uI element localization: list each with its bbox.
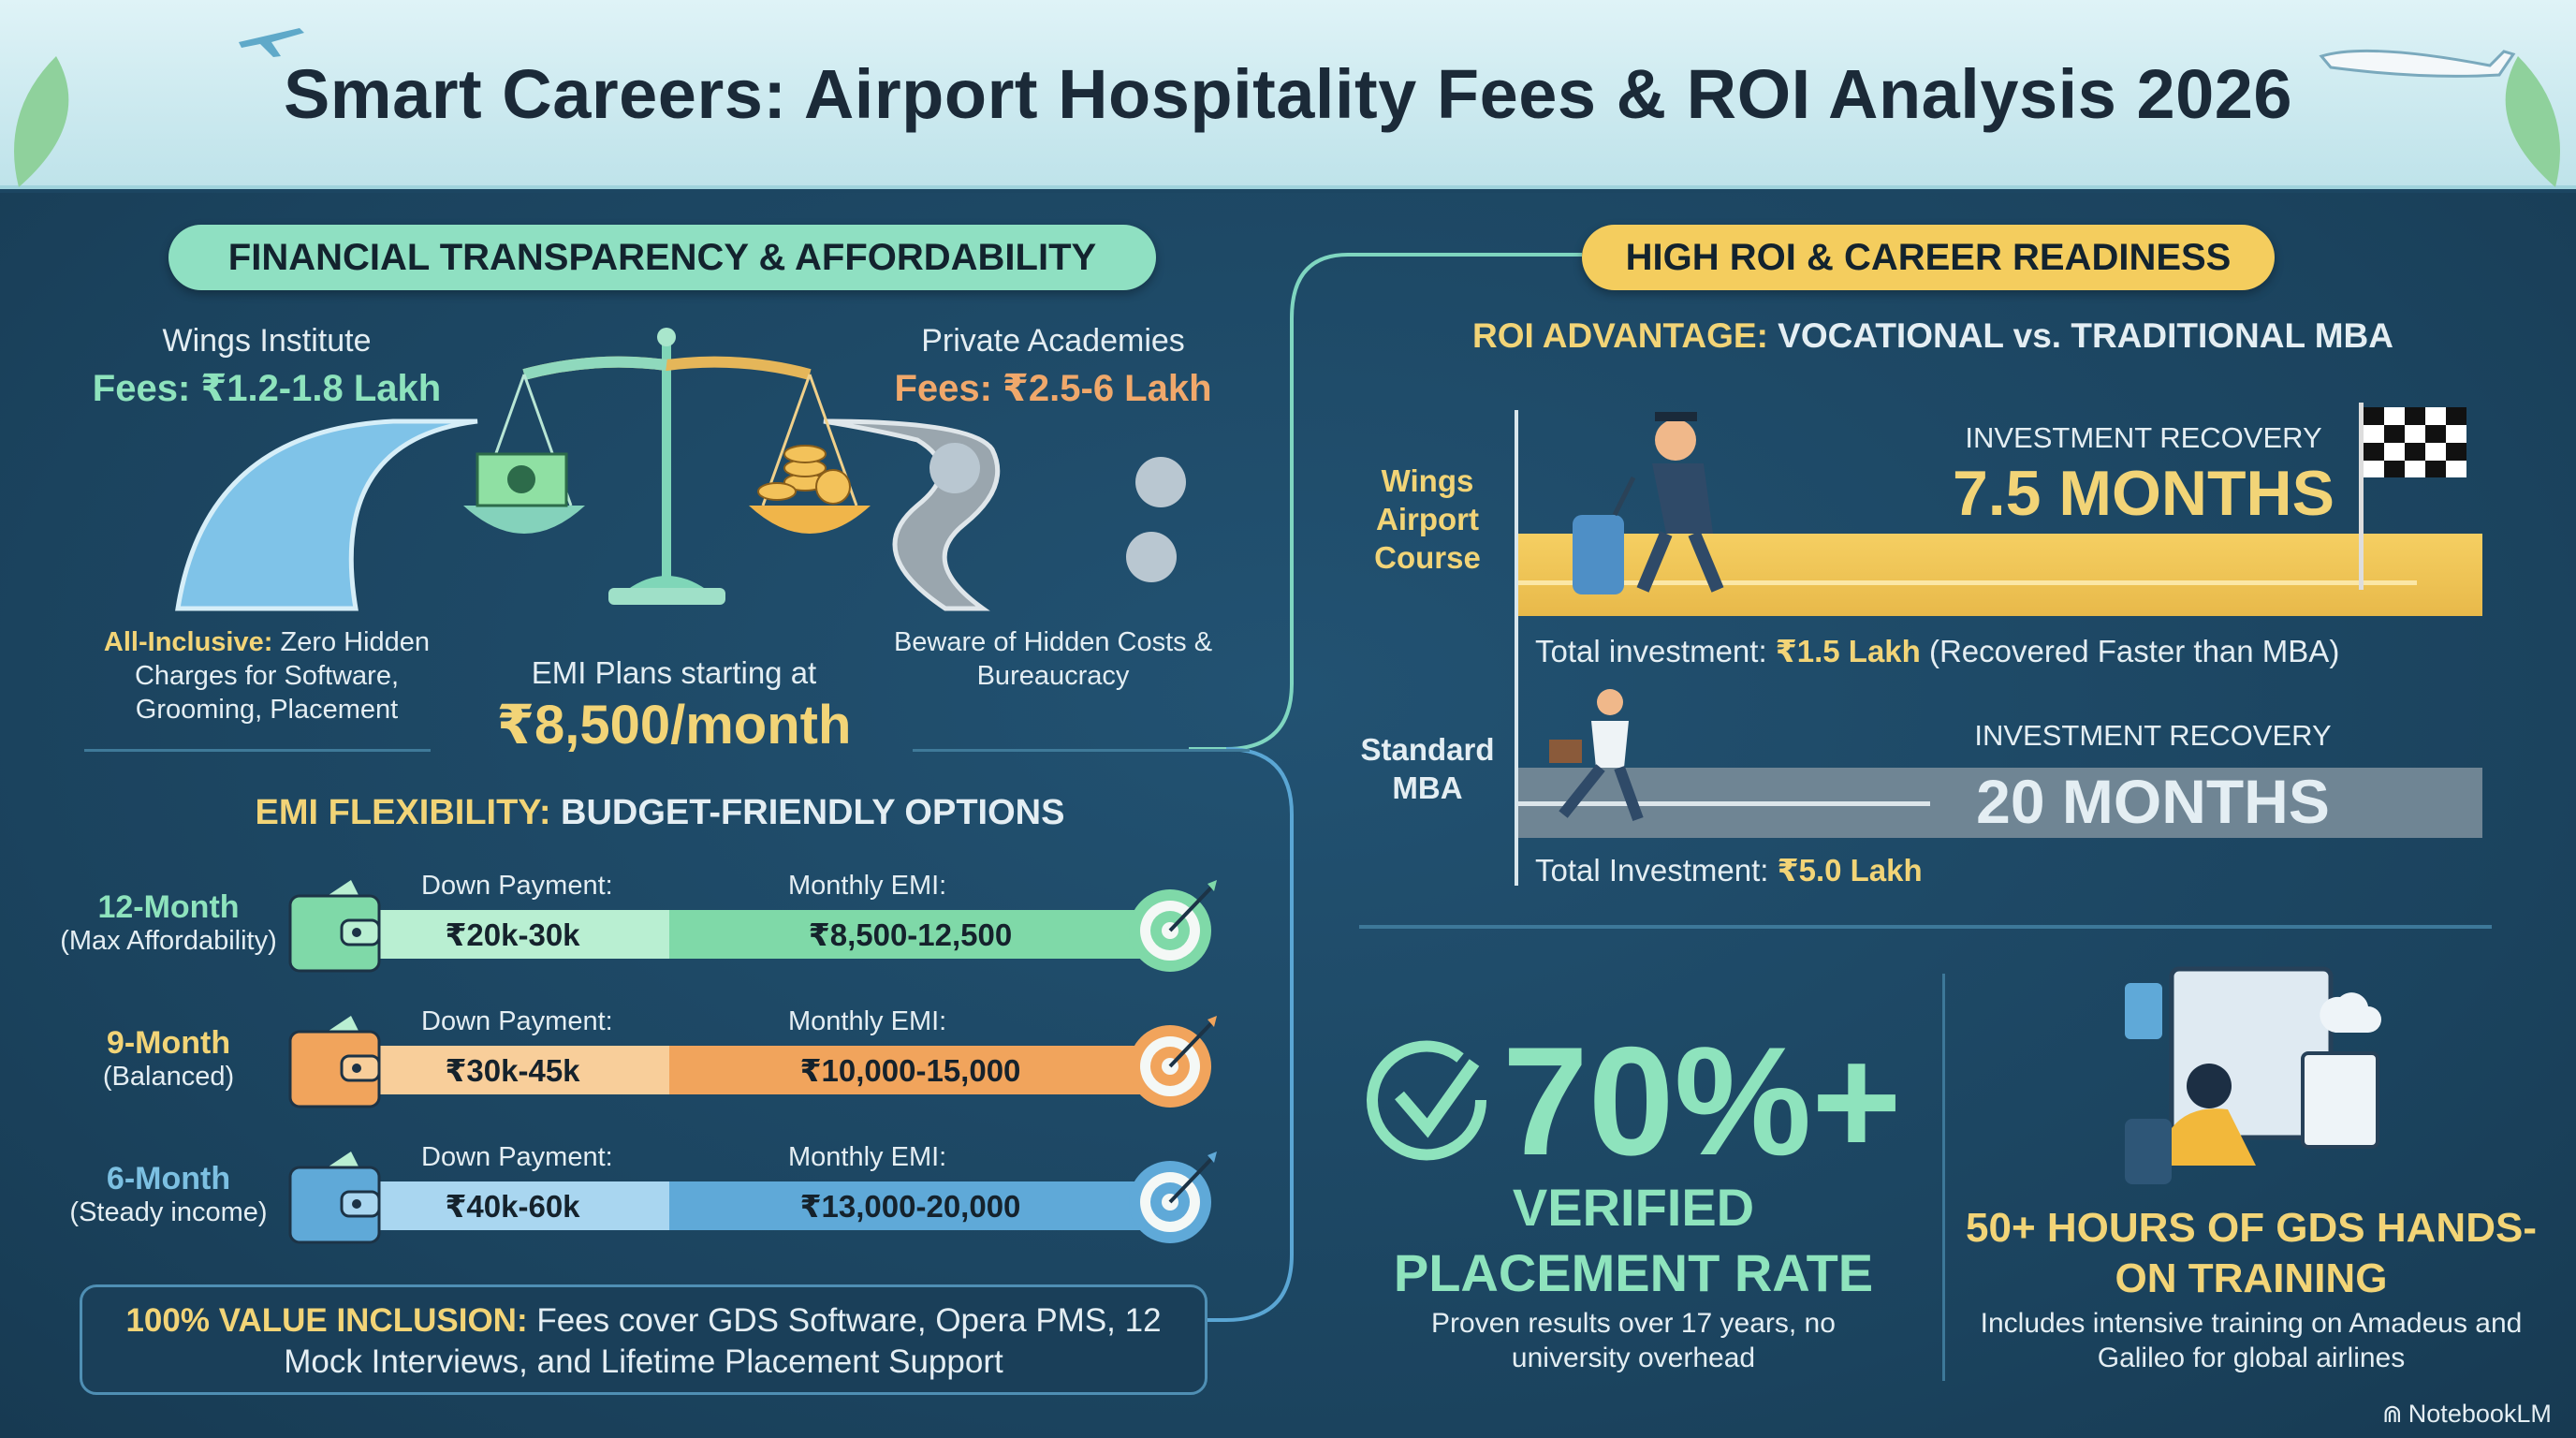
placement-rate-desc: Proven results over 17 years, no univers…: [1431, 1308, 1836, 1373]
target-icon: [1129, 1152, 1217, 1243]
roi-heading: ROI ADVANTAGE: VOCATIONAL vs. TRADITIONA…: [1472, 316, 2393, 355]
monthly-emi-label: Monthly EMI:: [788, 871, 947, 901]
axis-line: [1515, 410, 1518, 886]
plan-term-label: 6-Month (Steady income): [69, 1161, 268, 1227]
wings-institute-label: Wings Institute: [162, 323, 372, 359]
monthly-emi-label: Monthly EMI:: [788, 1006, 947, 1036]
leaf-icon: [14, 56, 69, 187]
value-inclusion-box: 100% VALUE INCLUSION: Fees cover GDS Sof…: [80, 1284, 1208, 1395]
notebooklm-logo-icon: ⋒: [2382, 1400, 2403, 1428]
wallet-icon: [288, 1016, 381, 1108]
mba-recovery-label: INVESTMENT RECOVERY: [1974, 719, 2332, 752]
divider: [913, 749, 1250, 752]
wings-fees: Fees: ₹1.2-1.8 Lakh: [92, 368, 442, 409]
plan-bar: ₹20k-30k ₹8,500-12,500: [356, 910, 1151, 959]
gds-training-title: 50+ HOURS OF GDS HANDS-ON TRAINING: [1966, 1205, 2537, 1301]
notebooklm-watermark: ⋒ NotebookLM: [2382, 1400, 2552, 1428]
plan-term-label: 9-Month (Balanced): [102, 1025, 235, 1092]
down-payment-label: Down Payment:: [421, 871, 613, 901]
down-payment-value: ₹40k-60k: [356, 1181, 669, 1230]
target-icon: [1129, 1016, 1217, 1108]
hidden-costs-note: Beware of Hidden Costs & Bureaucracy: [893, 627, 1213, 691]
down-payment-value: ₹20k-30k: [356, 910, 669, 959]
bureaucracy-icon: [1126, 532, 1177, 582]
monthly-emi-value: ₹13,000-20,000: [669, 1181, 1151, 1230]
header-banner: [0, 0, 2576, 189]
placement-rate-value: 70%+: [1502, 1015, 1902, 1187]
leaf-icon: [2505, 56, 2560, 187]
down-payment-label: Down Payment:: [421, 1006, 613, 1036]
mba-label: Standard MBA: [1360, 732, 1495, 805]
monthly-emi-label: Monthly EMI:: [788, 1142, 947, 1172]
smooth-road-icon: [175, 418, 478, 611]
hidden-cost-icon: [1135, 457, 1186, 507]
airplane-icon: [239, 28, 304, 57]
section-pill-roi: HIGH ROI & CAREER READINESS: [1582, 225, 2275, 290]
gds-training-illustration: [2125, 966, 2381, 1184]
private-fees: Fees: ₹2.5-6 Lakh: [894, 368, 1212, 409]
divider: [84, 749, 431, 752]
scale-icon: [662, 337, 671, 590]
monthly-emi-value: ₹10,000-15,000: [669, 1046, 1151, 1094]
emi-start-label: EMI Plans starting at: [531, 655, 817, 690]
wings-recovery-label: INVESTMENT RECOVERY: [1965, 421, 2322, 454]
target-icon: [1129, 880, 1217, 972]
emi-start-value: ₹8,500/month: [496, 695, 852, 756]
wings-recovery-value: 7.5 MONTHS: [1952, 458, 2335, 529]
hidden-cost-icon: [929, 443, 980, 493]
businessman-running-illustration: [1549, 689, 1644, 822]
emi-heading: EMI FLEXIBILITY: BUDGET-FRIENDLY OPTIONS: [255, 793, 1065, 832]
divider: [1359, 925, 2492, 929]
wallet-icon: [288, 1152, 381, 1244]
wings-course-label: Wings Airport Course: [1374, 463, 1481, 575]
all-inclusive-note: All-Inclusive: Zero Hidden Charges for S…: [103, 627, 431, 725]
mba-recovery-value: 20 MONTHS: [1976, 767, 2330, 836]
wallet-icon: [288, 880, 381, 973]
section-pill-financial: FINANCIAL TRANSPARENCY & AFFORDABILITY: [168, 225, 1156, 290]
connector-line: [1189, 253, 1582, 1322]
placement-rate-title: VERIFIED PLACEMENT RATE: [1393, 1178, 1874, 1302]
plan-bar: ₹30k-45k ₹10,000-15,000: [356, 1046, 1151, 1094]
coins-icon: [757, 445, 851, 505]
graduate-traveler-illustration: [1573, 412, 1724, 594]
gds-training-desc: Includes intensive training on Amadeus a…: [1980, 1308, 2523, 1373]
mba-total-investment: Total Investment: ₹5.0 Lakh: [1535, 853, 1923, 888]
page-title: Smart Careers: Airport Hospitality Fees …: [283, 55, 2293, 133]
mba-recovery-track: [1518, 768, 2482, 838]
wings-recovery-track: [1518, 534, 2482, 616]
down-payment-label: Down Payment:: [421, 1142, 613, 1172]
private-academies-label: Private Academies: [921, 323, 1185, 359]
divider: [1942, 974, 1945, 1381]
check-circle-icon: [1367, 1040, 1487, 1161]
down-payment-value: ₹30k-45k: [356, 1046, 669, 1094]
checkered-flag-icon: [2359, 403, 2466, 590]
wings-total-investment: Total investment: ₹1.5 Lakh (Recovered F…: [1535, 634, 2340, 668]
plan-bar: ₹40k-60k ₹13,000-20,000: [356, 1181, 1151, 1230]
airplane-icon: [2319, 49, 2516, 78]
scale-and-roads-illustration: [175, 328, 1186, 611]
plan-term-label: 12-Month (Max Affordability): [60, 889, 277, 956]
monthly-emi-value: ₹8,500-12,500: [669, 910, 1151, 959]
